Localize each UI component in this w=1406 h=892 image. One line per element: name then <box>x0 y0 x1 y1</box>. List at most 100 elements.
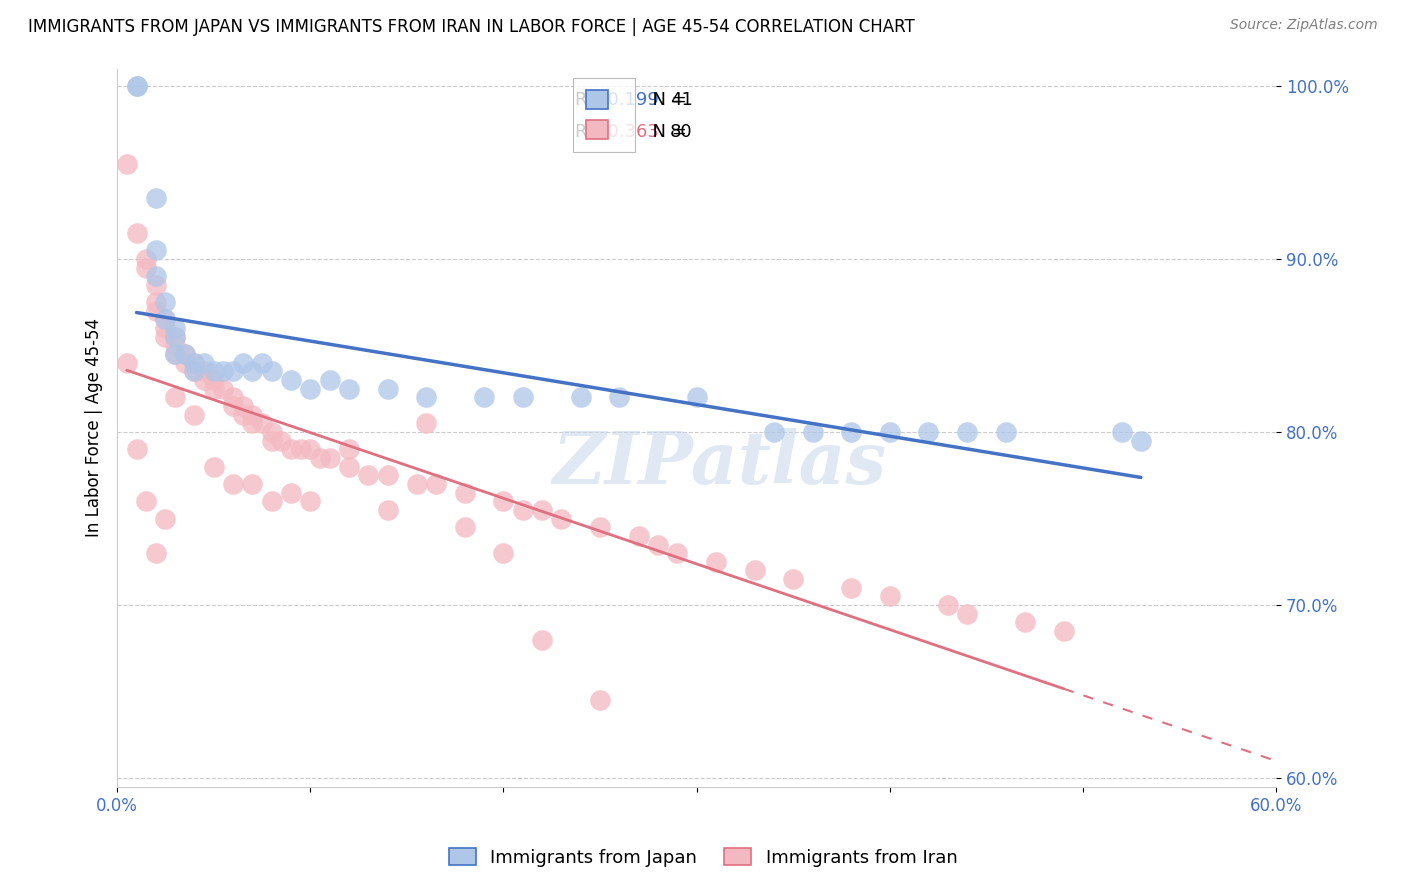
Point <box>415 417 437 431</box>
Point <box>155 321 177 335</box>
Text: 41: 41 <box>671 91 693 109</box>
Point <box>454 520 477 534</box>
Point <box>318 373 340 387</box>
Point <box>165 391 187 405</box>
Point <box>415 391 437 405</box>
Point <box>260 434 283 448</box>
Point <box>222 364 245 378</box>
Point <box>839 425 862 439</box>
Point <box>589 693 612 707</box>
Point <box>202 364 225 378</box>
Point <box>956 425 979 439</box>
Point <box>454 485 477 500</box>
Text: N =: N = <box>641 91 693 109</box>
Point <box>472 391 495 405</box>
Point <box>280 373 302 387</box>
Point <box>173 347 195 361</box>
Point <box>165 347 187 361</box>
Point <box>512 503 534 517</box>
Point <box>242 408 264 422</box>
Point <box>135 494 157 508</box>
Point <box>202 373 225 387</box>
Point <box>135 252 157 266</box>
Point <box>193 373 215 387</box>
Text: 80: 80 <box>671 123 693 141</box>
Point <box>377 382 399 396</box>
Legend: , : , <box>574 78 634 153</box>
Point <box>145 191 167 205</box>
Point <box>242 477 264 491</box>
Point <box>1111 425 1133 439</box>
Point <box>212 382 235 396</box>
Point <box>492 546 515 560</box>
Point <box>165 330 187 344</box>
Point <box>125 78 148 93</box>
Point <box>155 295 177 310</box>
Text: IMMIGRANTS FROM JAPAN VS IMMIGRANTS FROM IRAN IN LABOR FORCE | AGE 45-54 CORRELA: IMMIGRANTS FROM JAPAN VS IMMIGRANTS FROM… <box>28 18 915 36</box>
Point <box>183 356 205 370</box>
Point <box>299 382 322 396</box>
Point <box>222 477 245 491</box>
Point <box>135 260 157 275</box>
Point <box>165 321 187 335</box>
Point <box>744 564 766 578</box>
Point <box>183 408 205 422</box>
Point <box>685 391 707 405</box>
Point <box>762 425 785 439</box>
Point <box>173 347 195 361</box>
Y-axis label: In Labor Force | Age 45-54: In Labor Force | Age 45-54 <box>86 318 103 537</box>
Point <box>260 494 283 508</box>
Point <box>232 399 254 413</box>
Point <box>956 607 979 621</box>
Point <box>1129 434 1152 448</box>
Point <box>425 477 447 491</box>
Point <box>280 485 302 500</box>
Point <box>666 546 689 560</box>
Point <box>115 157 138 171</box>
Point <box>531 503 554 517</box>
Point <box>260 425 283 439</box>
Point <box>165 347 187 361</box>
Point <box>202 459 225 474</box>
Point <box>232 356 254 370</box>
Point <box>879 590 901 604</box>
Point <box>165 338 187 352</box>
Point <box>125 78 148 93</box>
Text: Source: ZipAtlas.com: Source: ZipAtlas.com <box>1230 18 1378 32</box>
Point <box>627 529 650 543</box>
Point <box>357 468 380 483</box>
Point <box>405 477 427 491</box>
Point <box>309 450 332 465</box>
Point <box>377 468 399 483</box>
Point <box>270 434 292 448</box>
Point <box>299 442 322 457</box>
Point <box>242 417 264 431</box>
Point <box>377 503 399 517</box>
Point <box>569 391 592 405</box>
Point <box>173 356 195 370</box>
Point <box>492 494 515 508</box>
Point <box>250 356 273 370</box>
Legend: Immigrants from Japan, Immigrants from Iran: Immigrants from Japan, Immigrants from I… <box>441 841 965 874</box>
Point <box>183 364 205 378</box>
Point <box>232 408 254 422</box>
Point <box>260 364 283 378</box>
Point <box>145 277 167 292</box>
Point <box>299 494 322 508</box>
Text: R =: R = <box>575 91 614 109</box>
Text: N =: N = <box>641 123 693 141</box>
Point <box>337 442 360 457</box>
Point <box>145 269 167 284</box>
Point <box>183 364 205 378</box>
Point <box>589 520 612 534</box>
Text: R =: R = <box>575 123 614 141</box>
Point <box>917 425 939 439</box>
Point <box>839 581 862 595</box>
Point <box>242 364 264 378</box>
Point <box>155 312 177 326</box>
Point <box>1014 615 1036 630</box>
Point <box>879 425 901 439</box>
Point <box>647 537 669 551</box>
Point <box>145 303 167 318</box>
Point <box>145 244 167 258</box>
